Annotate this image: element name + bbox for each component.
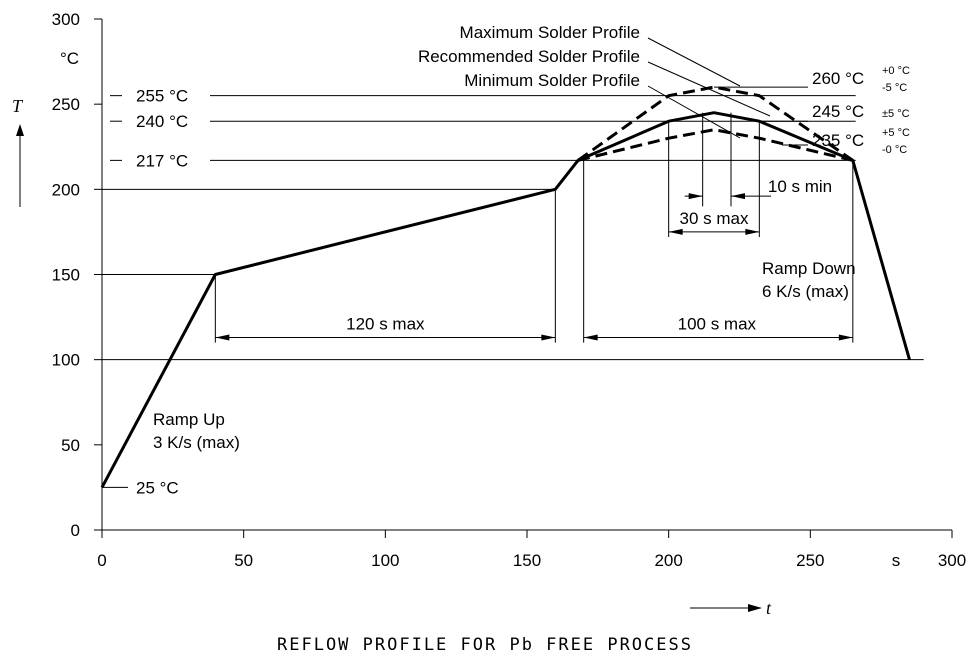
ref-label: 240 °C (136, 112, 188, 131)
series-name-label: Minimum Solder Profile (464, 71, 640, 90)
dim-label: 120 s max (346, 315, 425, 334)
x-tick-label: 250 (796, 551, 824, 570)
peak-tol: ±5 °C (882, 108, 910, 120)
dim-label: 30 s max (680, 209, 749, 228)
series-maximum-solder-profile (577, 85, 854, 162)
dim-arrow-right (745, 228, 760, 235)
axes (16, 18, 953, 612)
x-tick-label: 100 (371, 551, 399, 570)
y-tick-label: 250 (52, 95, 80, 114)
annotations: 255 °C 240 °C 217 °C 25 °C Maximum Solder Pr… (136, 23, 910, 497)
ramp-down-label: Ramp Down (762, 259, 856, 278)
x-unit-label: s (892, 551, 901, 570)
y-tick-label: 50 (61, 436, 80, 455)
tick-labels: 0 50 100 150 200 250 300 0 50 100 150 200 250 300 °C s T… (12, 10, 966, 655)
y-tick-label: 100 (52, 351, 80, 370)
series-minimum-solder-profile (577, 128, 854, 162)
x-tick-label: 300 (938, 551, 966, 570)
dim-arrow-right (731, 193, 745, 200)
peak-tol-plus: +0 °C (882, 65, 910, 77)
y-axis-arrowhead (16, 124, 24, 136)
series-name-label: Recommended Solder Profile (418, 47, 640, 66)
x-tick-label: 150 (513, 551, 541, 570)
ramp-up-rate: 3 K/s (max) (153, 433, 240, 452)
dim-label: 10 s min (768, 177, 832, 196)
reference-lines (102, 86, 924, 488)
series-name-label: Maximum Solder Profile (460, 23, 640, 42)
chart-title: REFLOW PROFILE FOR Pb FREE PROCESS (277, 635, 693, 655)
ramp-up-label: Ramp Up (153, 410, 225, 429)
x-axis-label: t (766, 598, 772, 618)
ref-label: 25 °C (136, 478, 179, 497)
x-tick-label: 50 (234, 551, 253, 570)
ramp-down-rate: 6 K/s (max) (762, 282, 849, 301)
x-axis-arrowhead (748, 604, 762, 612)
dimension-markers: 120 s max 100 s max 30 s max 10 s min (214, 112, 854, 343)
ref-label: 255 °C (136, 87, 188, 106)
peak-tol-minus: -5 °C (882, 82, 907, 94)
peak-tol-minus: -0 °C (882, 144, 907, 156)
x-tick-label: 200 (654, 551, 682, 570)
y-tick-label: 200 (52, 180, 80, 199)
dim-arrow-left (688, 193, 703, 200)
peak-label: 260 °C (812, 69, 864, 88)
dim-arrow-left (215, 334, 230, 341)
peak-tol-plus: +5 °C (882, 127, 910, 139)
y-unit-label: °C (60, 49, 79, 68)
dim-arrow-right (838, 334, 853, 341)
dim-arrow-right (541, 334, 556, 341)
y-tick-label: 300 (52, 10, 80, 29)
dim-arrow-left (583, 334, 598, 341)
y-axis-label: T (12, 96, 24, 116)
y-tick-label: 150 (52, 266, 80, 285)
leader-line (647, 61, 771, 117)
leader-line (647, 85, 741, 139)
leader-line (647, 37, 741, 87)
dim-arrow-left (668, 228, 683, 235)
peak-label: 235 °C (812, 131, 864, 150)
y-tick-label: 0 (71, 521, 80, 540)
ref-label: 217 °C (136, 151, 188, 170)
dim-label: 100 s max (678, 315, 757, 334)
x-tick-label: 0 (97, 551, 106, 570)
peak-label: 245 °C (812, 102, 864, 121)
